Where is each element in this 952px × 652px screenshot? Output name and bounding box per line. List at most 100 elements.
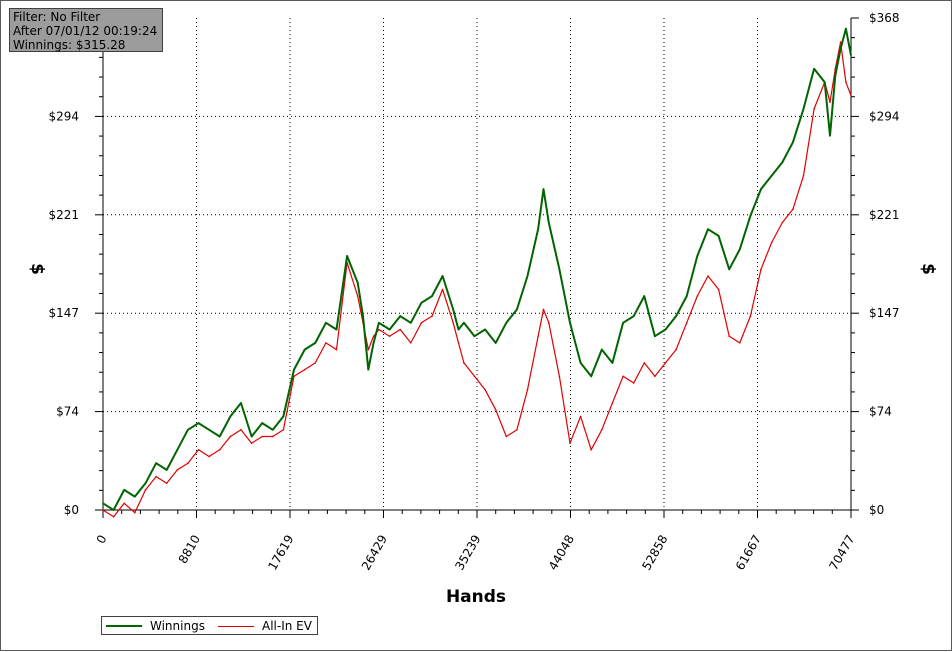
data-point-winnings	[208, 428, 210, 431]
data-point-allin-ev	[463, 362, 465, 364]
legend-item-allin-ev: All-In EV	[218, 619, 312, 633]
data-point-allin-ev	[367, 348, 370, 351]
x-tick-label: 35239	[452, 533, 483, 573]
legend-swatch-winnings	[106, 625, 142, 627]
data-point-allin-ev	[388, 335, 391, 337]
data-point-winnings	[792, 141, 794, 144]
data-point-winnings	[760, 188, 762, 190]
data-point-allin-ev	[505, 435, 508, 438]
data-point-winnings	[829, 134, 831, 137]
data-point-winnings	[261, 422, 264, 424]
data-point-allin-ev	[494, 408, 497, 411]
legend-label-winnings: Winnings	[150, 619, 205, 633]
data-point-winnings	[346, 255, 348, 257]
data-point-winnings	[155, 462, 157, 465]
data-point-allin-ev	[547, 322, 550, 324]
data-point-winnings	[457, 328, 460, 331]
data-point-winnings	[144, 482, 147, 485]
y-tick-label-right: $0	[869, 503, 884, 517]
data-point-allin-ev	[272, 435, 274, 438]
after-date-text: After 07/01/12 00:19:24	[13, 24, 158, 38]
data-point-winnings	[664, 328, 667, 331]
series-line-winnings	[102, 27, 852, 511]
data-point-winnings	[356, 281, 359, 284]
data-point-allin-ev	[839, 41, 842, 43]
data-point-allin-ev	[569, 442, 571, 444]
info-box: Filter: No Filter After 07/01/12 00:19:2…	[9, 8, 163, 52]
data-point-allin-ev	[378, 328, 380, 331]
data-point-winnings	[675, 315, 677, 317]
data-point-allin-ev	[187, 462, 189, 465]
data-point-allin-ev	[229, 435, 232, 438]
data-point-winnings	[643, 295, 646, 297]
data-point-allin-ev	[303, 368, 306, 371]
data-point-allin-ev	[590, 449, 593, 451]
y-tick-label-left: $0	[64, 503, 79, 517]
data-point-winnings	[526, 275, 529, 277]
series-layer	[102, 27, 852, 518]
data-point-winnings	[367, 368, 370, 371]
data-point-winnings	[685, 295, 688, 297]
data-point-allin-ev	[399, 328, 401, 331]
y-tick-label-right: $368	[869, 11, 900, 25]
data-point-allin-ev	[134, 511, 136, 514]
data-point-winnings	[197, 422, 200, 424]
data-point-allin-ev	[685, 322, 688, 324]
winnings-text: Winnings: $315.28	[13, 38, 126, 52]
data-point-winnings	[770, 174, 773, 177]
data-point-winnings	[547, 221, 550, 224]
data-point-winnings	[542, 188, 545, 190]
legend-item-winnings: Winnings	[106, 619, 205, 633]
data-point-allin-ev	[675, 348, 677, 351]
data-point-winnings	[372, 342, 375, 344]
data-point-allin-ev	[250, 442, 253, 444]
data-point-winnings	[739, 248, 741, 251]
data-point-allin-ev	[802, 174, 805, 177]
data-point-winnings	[362, 315, 364, 317]
data-point-allin-ev	[165, 482, 168, 485]
data-point-allin-ev	[452, 322, 455, 324]
data-point-allin-ev	[717, 288, 720, 291]
y-tick-label-left: $294	[48, 109, 79, 123]
data-point-winnings	[845, 27, 847, 30]
x-tick-label: 0	[94, 533, 110, 547]
data-point-winnings	[839, 47, 842, 50]
data-point-winnings	[590, 375, 593, 378]
x-tick-label: 70477	[826, 533, 857, 573]
x-tick-label: 44048	[546, 533, 577, 573]
data-point-allin-ev	[420, 322, 423, 324]
data-point-winnings	[218, 435, 221, 438]
data-point-winnings	[431, 295, 433, 297]
data-point-allin-ev	[457, 342, 460, 344]
data-point-allin-ev	[739, 342, 741, 344]
data-point-allin-ev	[441, 288, 444, 291]
data-point-winnings	[335, 328, 338, 331]
grid-layer	[103, 18, 851, 510]
data-point-allin-ev	[813, 108, 815, 110]
data-point-allin-ev	[558, 375, 561, 378]
data-point-winnings	[696, 255, 699, 257]
data-point-allin-ev	[654, 375, 656, 378]
data-point-winnings	[505, 322, 508, 324]
data-point-allin-ev	[240, 428, 242, 431]
data-point-winnings	[441, 275, 444, 277]
axis-layer	[95, 17, 859, 518]
data-point-winnings	[240, 402, 242, 404]
data-point-allin-ev	[696, 295, 699, 297]
data-point-winnings	[293, 368, 295, 371]
data-point-winnings	[632, 315, 635, 317]
data-point-winnings	[112, 509, 115, 511]
data-point-allin-ev	[760, 268, 762, 271]
data-point-winnings	[134, 495, 136, 498]
label-layer: 0 8810 17619 26429 35239 44048 52858 61667 70477…	[48, 11, 899, 573]
data-point-winnings	[399, 315, 401, 317]
data-point-winnings	[484, 328, 486, 331]
data-point-allin-ev	[293, 375, 295, 378]
data-point-winnings	[165, 469, 168, 471]
data-point-winnings	[272, 428, 274, 431]
x-tick-label: 52858	[639, 533, 670, 573]
data-point-allin-ev	[792, 208, 794, 210]
data-point-winnings	[123, 489, 126, 491]
data-point-winnings	[303, 348, 306, 351]
data-point-allin-ev	[102, 509, 104, 511]
